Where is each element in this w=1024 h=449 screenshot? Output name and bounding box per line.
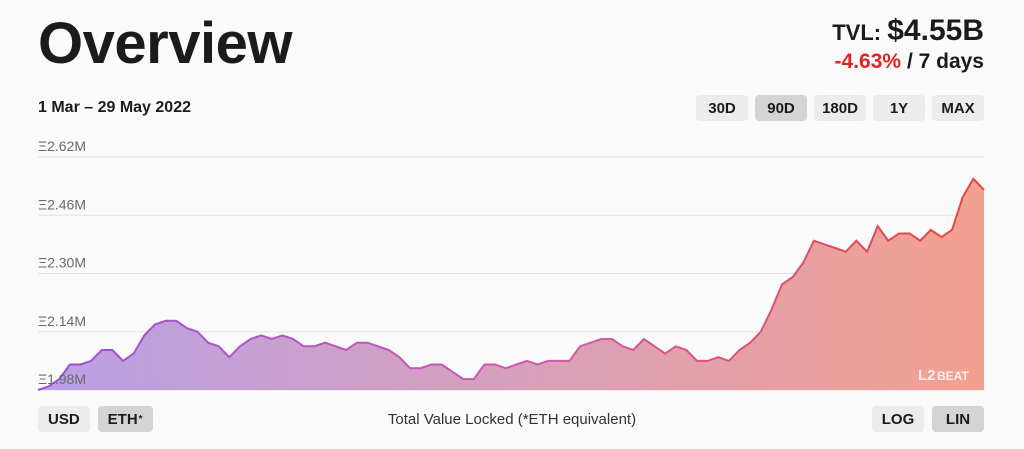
- scale-selector: LOG LIN: [872, 406, 984, 432]
- usd-button[interactable]: USD: [38, 406, 90, 432]
- y-tick-label: Ξ1.98M: [38, 371, 86, 387]
- unit-selector: USD ETH *: [38, 406, 153, 432]
- tvl-area: [38, 178, 984, 390]
- period-max-button[interactable]: MAX: [932, 95, 984, 121]
- tvl-value: $4.55B: [887, 14, 984, 47]
- log-scale-button[interactable]: LOG: [872, 406, 924, 432]
- tvl-change-period: / 7 days: [906, 50, 984, 73]
- period-selector: 30D 90D 180D 1Y MAX: [696, 95, 984, 121]
- page-title: Overview: [38, 11, 292, 76]
- y-tick-label: Ξ2.46M: [38, 196, 86, 212]
- tvl-line: [37, 177, 985, 391]
- l2beat-watermark: L2 BEAT: [918, 367, 969, 384]
- lin-scale-button[interactable]: LIN: [932, 406, 984, 432]
- eth-label: ETH: [107, 410, 138, 428]
- tvl-summary: TVL: $4.55B -4.63% / 7 days: [832, 14, 984, 74]
- usd-label: USD: [48, 410, 80, 428]
- period-90d-button[interactable]: 90D: [755, 95, 807, 121]
- y-tick-label: Ξ2.30M: [38, 255, 86, 271]
- date-range: 1 Mar – 29 May 2022: [38, 99, 191, 116]
- y-tick-label: Ξ2.14M: [38, 313, 86, 329]
- eth-footnote-mark: *: [138, 413, 143, 425]
- y-tick-label: Ξ2.62M: [38, 138, 86, 154]
- tvl-change: -4.63%: [834, 50, 902, 73]
- tvl-label: TVL:: [832, 20, 882, 45]
- watermark-left: L2: [918, 367, 936, 384]
- period-180d-button[interactable]: 180D: [814, 95, 866, 121]
- eth-button[interactable]: ETH *: [97, 406, 153, 432]
- period-30d-button[interactable]: 30D: [696, 95, 748, 121]
- period-1y-button[interactable]: 1Y: [873, 95, 925, 121]
- watermark-right: BEAT: [937, 369, 969, 383]
